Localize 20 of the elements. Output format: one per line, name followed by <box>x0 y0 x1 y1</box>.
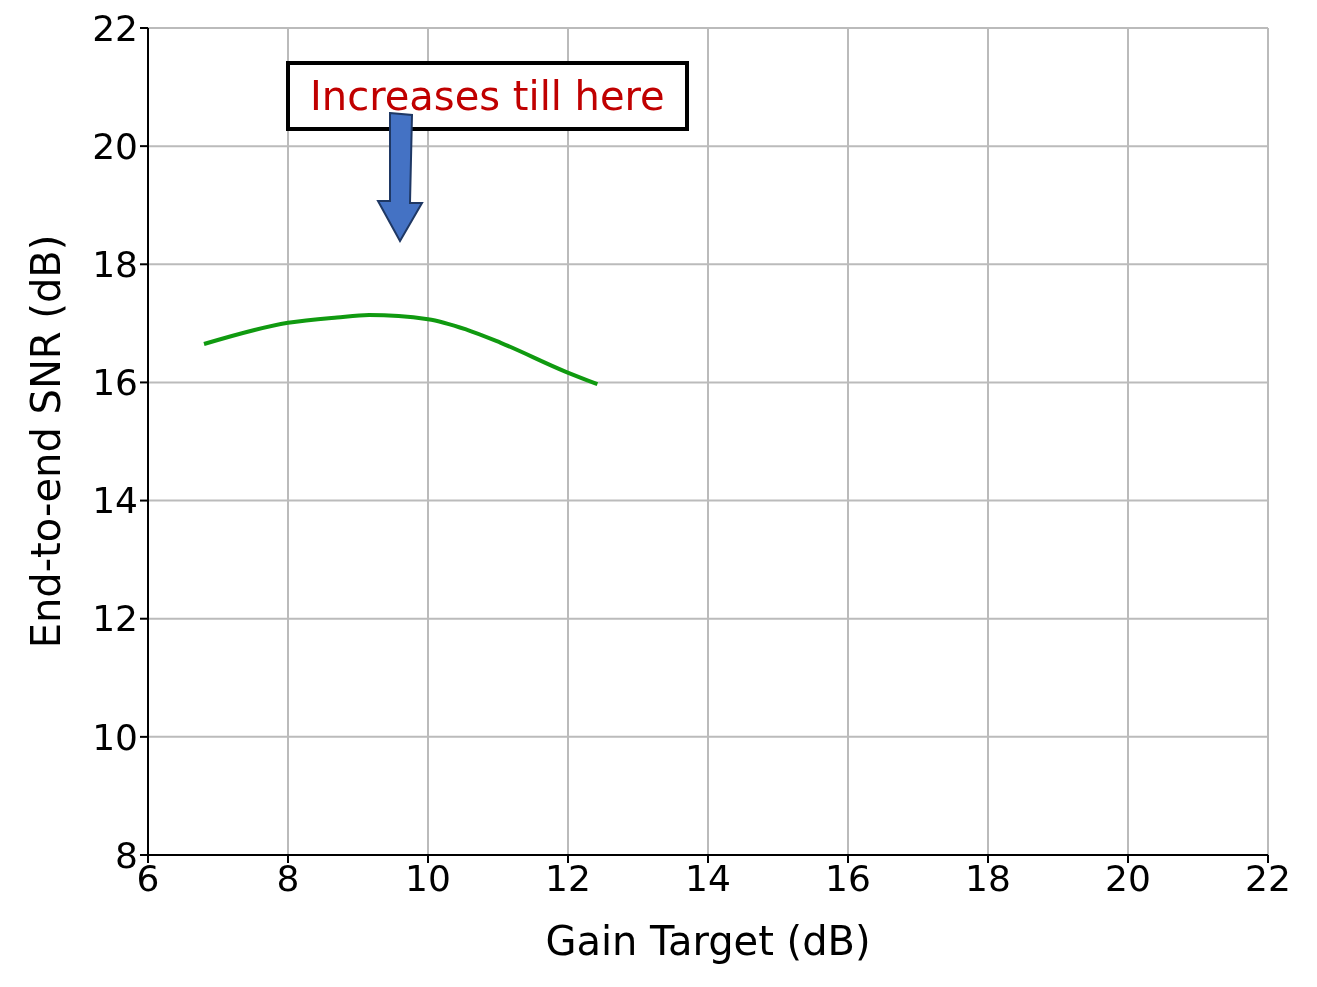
y-tick-label: 18 <box>92 244 138 286</box>
y-tick-label: 22 <box>92 7 138 49</box>
x-tick-label: 12 <box>545 857 591 899</box>
x-tick-label: 14 <box>685 857 731 899</box>
x-tick-label: 10 <box>405 857 451 899</box>
x-tick-label: 6 <box>136 857 160 899</box>
y-tick-label: 20 <box>92 125 138 167</box>
annotation: Increases till here <box>286 61 689 131</box>
x-tick-label: 22 <box>1245 857 1291 899</box>
x-tick-label: 18 <box>965 857 1011 899</box>
x-tick-label: 20 <box>1105 857 1151 899</box>
y-tick-label: 10 <box>92 716 138 758</box>
line-series <box>202 313 600 387</box>
x-tick-label: 8 <box>276 857 300 899</box>
y-tick-label: 14 <box>92 480 138 522</box>
x-axis-title: Gain Target (dB) <box>545 918 871 964</box>
x-tick-label: 16 <box>825 857 871 899</box>
y-tick-label: 12 <box>92 598 138 640</box>
y-axis-title: End-to-end SNR (dB) <box>23 234 70 649</box>
y-tick-label: 16 <box>92 362 138 404</box>
